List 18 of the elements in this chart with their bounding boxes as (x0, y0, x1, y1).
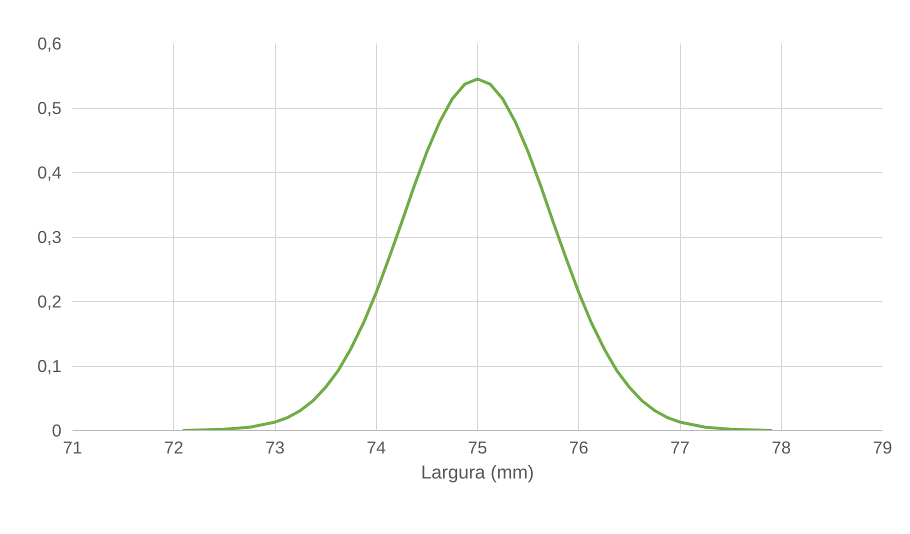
x-tick-label: 73 (265, 438, 285, 458)
y-tick-label: 0,5 (37, 98, 62, 118)
y-tick-label: 0,6 (37, 34, 62, 54)
y-tick-label: 0 (52, 420, 62, 440)
y-tick-label: 0,1 (37, 356, 62, 376)
x-tick-label: 72 (164, 438, 184, 458)
x-tick-label: 78 (772, 438, 791, 458)
x-tick-label: 77 (670, 438, 690, 458)
x-tick-label: 79 (872, 438, 892, 458)
line-series (182, 77, 773, 430)
x-axis-title: Largura (mm) (421, 462, 534, 482)
x-tick-label: 76 (569, 438, 588, 458)
x-tick-label: 74 (366, 438, 386, 458)
x-tick-label: 71 (62, 438, 82, 458)
x-tick-label: 75 (468, 438, 488, 458)
y-tick-label: 0,3 (37, 227, 62, 247)
y-tick-label: 0,2 (37, 292, 62, 312)
y-tick-label: 0,4 (37, 162, 62, 182)
